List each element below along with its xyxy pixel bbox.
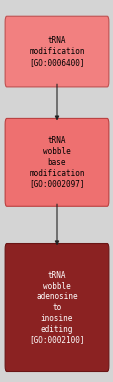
FancyBboxPatch shape xyxy=(5,244,108,371)
Text: tRNA
modification
[GO:0006400]: tRNA modification [GO:0006400] xyxy=(29,36,84,67)
FancyBboxPatch shape xyxy=(5,118,108,206)
Text: tRNA
wobble
base
modification
[GO:0002097]: tRNA wobble base modification [GO:000209… xyxy=(29,136,84,188)
FancyBboxPatch shape xyxy=(5,16,108,87)
Text: tRNA
wobble
adenosine
to
inosine
editing
[GO:0002100]: tRNA wobble adenosine to inosine editing… xyxy=(29,271,84,344)
